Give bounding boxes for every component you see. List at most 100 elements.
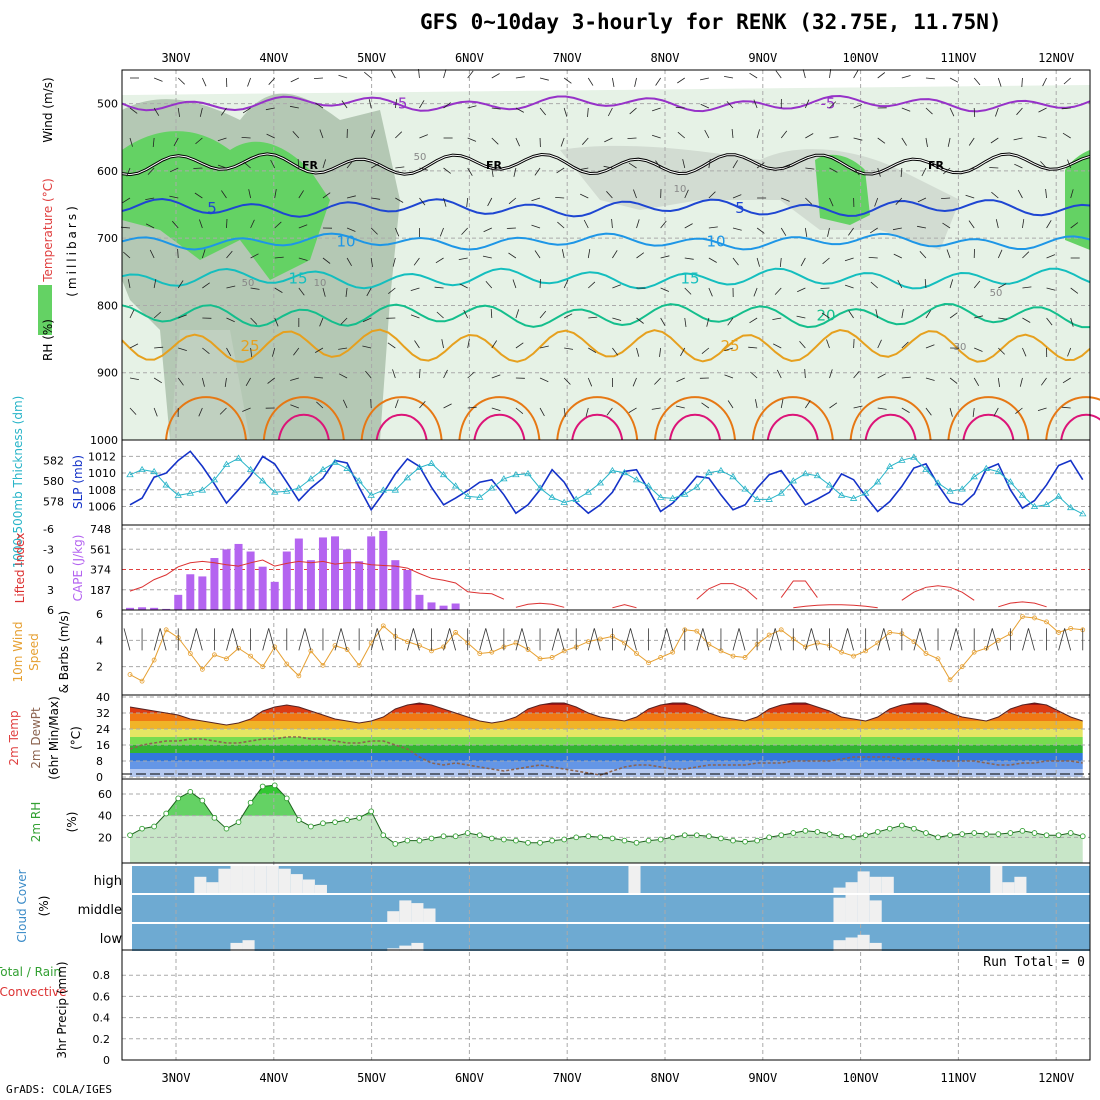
thickness-point [222, 460, 231, 467]
wind-barb [774, 287, 782, 295]
wind-barb-10m [515, 628, 523, 651]
thickness-point [162, 481, 170, 488]
rh2m-point [525, 839, 531, 846]
thickness-point [138, 465, 146, 473]
wind-barb [443, 102, 451, 109]
wind-barb [199, 219, 203, 229]
wind-barb [901, 107, 911, 112]
wind-speed-point [646, 660, 651, 666]
rh2m-point [211, 814, 218, 821]
wind-barb [708, 257, 717, 263]
bottom-day-label: 12NOV [1038, 1071, 1074, 1085]
bottom-day-label: 11NOV [940, 1071, 976, 1085]
wind-barb [748, 346, 758, 349]
isotherm-30-loop [849, 396, 932, 441]
wind-barb [1037, 407, 1047, 411]
wind-speed-point [597, 636, 603, 642]
rh2m-point [947, 832, 953, 839]
lifted-index-segment [780, 580, 818, 598]
wind-barb [750, 371, 758, 379]
wind-barb [781, 165, 791, 169]
wind-barb-10m [696, 628, 704, 651]
thickness-point [596, 479, 605, 486]
wind-barb [677, 77, 685, 84]
wind-barb [394, 99, 398, 109]
wind-barb [435, 257, 444, 264]
wind-barb-10m [1028, 628, 1035, 651]
wind-barb [563, 407, 566, 417]
isotherm-30-loop [1045, 396, 1100, 441]
wind-barb [925, 137, 928, 147]
cape-tick: 561 [90, 543, 111, 556]
panel-frame [121, 609, 1091, 696]
thickness-point [898, 456, 906, 463]
top-day-label: 7NOV [553, 51, 582, 65]
lifted-index-segment [696, 583, 758, 600]
thickness-point [994, 467, 1003, 475]
wind-barb [636, 252, 645, 259]
wind-barb [947, 137, 951, 147]
rh2m-point [428, 835, 435, 842]
thickness-point [705, 468, 713, 476]
cape-bar [343, 549, 352, 610]
wind-barb [515, 137, 520, 147]
wind-barb [491, 167, 494, 177]
wind-barb [122, 197, 131, 204]
wind-barb [272, 347, 276, 357]
wind-barb [202, 347, 210, 355]
ylabel-wind-speed: Speed [27, 633, 41, 671]
wind-barb [897, 279, 903, 289]
wind-tick: 2 [96, 661, 103, 674]
rh2m-area [130, 785, 1083, 863]
isotherm-label: FR [486, 159, 503, 172]
wind-barb [901, 407, 910, 413]
wind-barb [443, 369, 448, 379]
rh2m-point [537, 839, 543, 846]
thickness-point [391, 486, 400, 493]
rh2m-point [476, 832, 483, 839]
cape-bar [174, 594, 183, 610]
wind-barb [341, 100, 348, 109]
wind-barb [201, 377, 205, 387]
wind-barb [659, 347, 662, 357]
rh-green-edge [1065, 150, 1090, 250]
wind-barb [1046, 317, 1053, 326]
wind-barb [490, 308, 493, 319]
top-day-label: 10NOV [843, 51, 879, 65]
isotherm-freeze-inner [121, 153, 1091, 176]
wind-barb-10m [847, 628, 854, 651]
rh2m-point [621, 837, 628, 844]
wind-barb [805, 167, 815, 170]
wind-barb [579, 167, 589, 171]
isotherm-35-loop [277, 413, 330, 441]
wind-barb [701, 347, 710, 355]
isotherm-35-loop [864, 413, 917, 441]
cape-ylabel: CAPE (J/kg) [71, 535, 85, 602]
wind-barb [607, 107, 613, 117]
wind-barb [877, 373, 886, 379]
rh2m-point [657, 836, 664, 843]
wind-barb [925, 344, 935, 349]
rh2m-point [959, 831, 965, 837]
rh2m-point [561, 836, 568, 843]
wind-barb [829, 167, 838, 173]
chart-title: GFS 0~10day 3-hourly for RENK (32.75E, 1… [420, 10, 1002, 34]
wind-barb [297, 158, 300, 169]
thickness-point [1054, 492, 1063, 499]
rh2m-point [898, 822, 905, 829]
wind-barb [154, 346, 164, 349]
wind-barb [1022, 317, 1031, 323]
wind-barb-10m [159, 628, 167, 651]
thickness-point [572, 495, 580, 502]
isotherm-35-loop [1060, 413, 1100, 441]
wind-barb [221, 190, 227, 199]
wind-barb [313, 376, 323, 379]
wind-barb [1022, 347, 1027, 357]
cloud-bar [869, 942, 882, 951]
cape-bar [331, 536, 340, 610]
isotherm-label: 10 [706, 233, 725, 251]
wind-barb-10m [593, 628, 601, 651]
wind-speed-point [356, 662, 362, 668]
thickness-tick: 582 [43, 454, 64, 467]
wind-barb [804, 99, 810, 109]
